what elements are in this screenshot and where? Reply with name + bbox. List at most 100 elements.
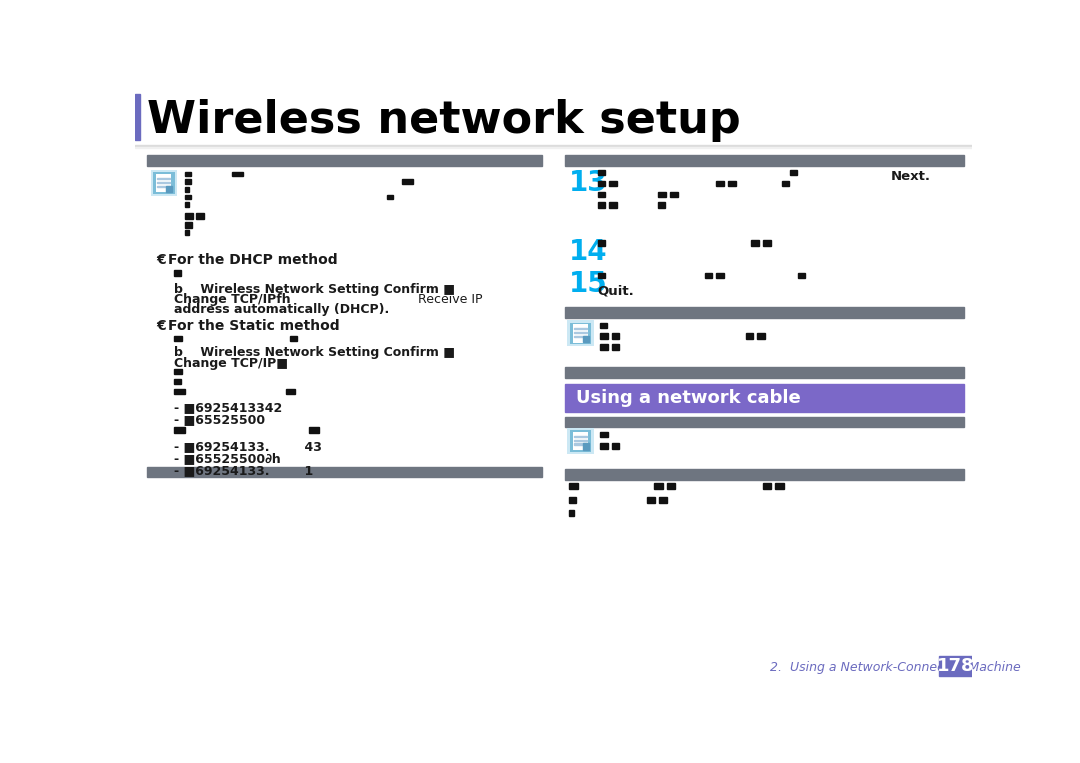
Bar: [186, 179, 191, 184]
Bar: [565, 367, 964, 378]
Bar: [153, 172, 175, 194]
Text: For the Static method: For the Static method: [167, 319, 339, 333]
Bar: [611, 333, 619, 339]
Bar: [569, 483, 578, 489]
Bar: [197, 213, 204, 219]
Text: 2.  Using a Network-Connected Machine: 2. Using a Network-Connected Machine: [770, 661, 1022, 674]
Bar: [570, 430, 592, 452]
Bar: [166, 185, 172, 192]
Bar: [751, 240, 759, 246]
Text: - ■65525500∂h: - ■65525500∂h: [174, 452, 281, 465]
Bar: [569, 510, 575, 516]
Text: Change TCP/IP■: Change TCP/IP■: [174, 357, 287, 370]
Bar: [174, 389, 185, 394]
Bar: [135, 146, 972, 147]
Bar: [174, 378, 180, 384]
Bar: [575, 436, 586, 437]
Bar: [609, 202, 617, 208]
Bar: [186, 223, 192, 228]
Bar: [659, 497, 667, 503]
Text: For the DHCP method: For the DHCP method: [167, 253, 337, 267]
Bar: [666, 483, 675, 489]
Bar: [745, 333, 754, 339]
Text: address automatically (DHCP).: address automatically (DHCP).: [174, 304, 389, 317]
Bar: [600, 432, 608, 437]
Text: Receive IP: Receive IP: [418, 293, 483, 306]
Bar: [775, 483, 784, 489]
Bar: [565, 156, 964, 166]
Bar: [647, 497, 656, 503]
Text: Next.: Next.: [891, 170, 931, 183]
Text: 15: 15: [569, 270, 608, 298]
Bar: [286, 389, 296, 394]
Text: Using a network cable: Using a network cable: [576, 389, 800, 407]
Bar: [658, 192, 666, 197]
Bar: [565, 307, 964, 318]
Bar: [174, 427, 185, 433]
Bar: [186, 172, 191, 176]
Bar: [597, 202, 606, 208]
Bar: [186, 213, 193, 219]
Bar: [158, 182, 170, 183]
Bar: [575, 328, 586, 330]
Bar: [782, 181, 789, 186]
Text: - ■69254133.        1: - ■69254133. 1: [174, 464, 313, 477]
Bar: [600, 344, 608, 349]
Text: €: €: [157, 253, 166, 267]
Bar: [600, 333, 608, 339]
Bar: [309, 427, 319, 433]
Text: b    Wireless Network Setting Confirm ■: b Wireless Network Setting Confirm ■: [174, 282, 455, 295]
Bar: [597, 192, 606, 197]
Bar: [387, 195, 393, 199]
Bar: [565, 384, 964, 412]
Bar: [575, 336, 586, 337]
Bar: [940, 656, 972, 676]
Bar: [611, 344, 619, 349]
Bar: [600, 443, 608, 449]
Bar: [186, 195, 191, 199]
Text: 178: 178: [937, 657, 974, 675]
Bar: [569, 497, 576, 503]
Bar: [565, 417, 964, 427]
Bar: [798, 272, 805, 278]
Bar: [150, 170, 177, 196]
Bar: [572, 432, 589, 450]
Bar: [716, 181, 724, 186]
Bar: [575, 332, 586, 333]
Text: b    Wireless Network Setting Confirm ■: b Wireless Network Setting Confirm ■: [174, 346, 455, 359]
Bar: [597, 240, 606, 246]
Text: 14: 14: [569, 238, 608, 266]
Bar: [600, 323, 607, 328]
Bar: [570, 323, 592, 344]
Bar: [135, 147, 972, 148]
Bar: [597, 181, 606, 186]
Bar: [609, 181, 617, 186]
Text: - ■69254133.        43: - ■69254133. 43: [174, 439, 322, 452]
Bar: [186, 202, 189, 207]
Bar: [575, 439, 586, 441]
Bar: [156, 174, 172, 192]
Bar: [291, 336, 297, 341]
Bar: [762, 483, 771, 489]
Bar: [757, 333, 765, 339]
Bar: [567, 428, 594, 454]
Bar: [403, 179, 414, 184]
Bar: [658, 202, 665, 208]
Text: €: €: [157, 319, 166, 333]
Bar: [158, 178, 170, 179]
Text: - ■65525500: - ■65525500: [174, 414, 265, 427]
Bar: [232, 172, 243, 176]
Bar: [186, 230, 189, 235]
Bar: [762, 240, 770, 246]
Text: - ■6925413342: - ■6925413342: [174, 401, 282, 414]
Bar: [728, 181, 735, 186]
Bar: [597, 170, 605, 175]
Text: Quit.: Quit.: [597, 284, 634, 297]
Text: Change TCP/IPfh: Change TCP/IPfh: [174, 293, 291, 306]
Bar: [583, 336, 590, 342]
Bar: [565, 468, 964, 480]
Bar: [135, 94, 140, 140]
Bar: [174, 369, 183, 374]
Bar: [597, 272, 606, 278]
Bar: [572, 324, 589, 343]
